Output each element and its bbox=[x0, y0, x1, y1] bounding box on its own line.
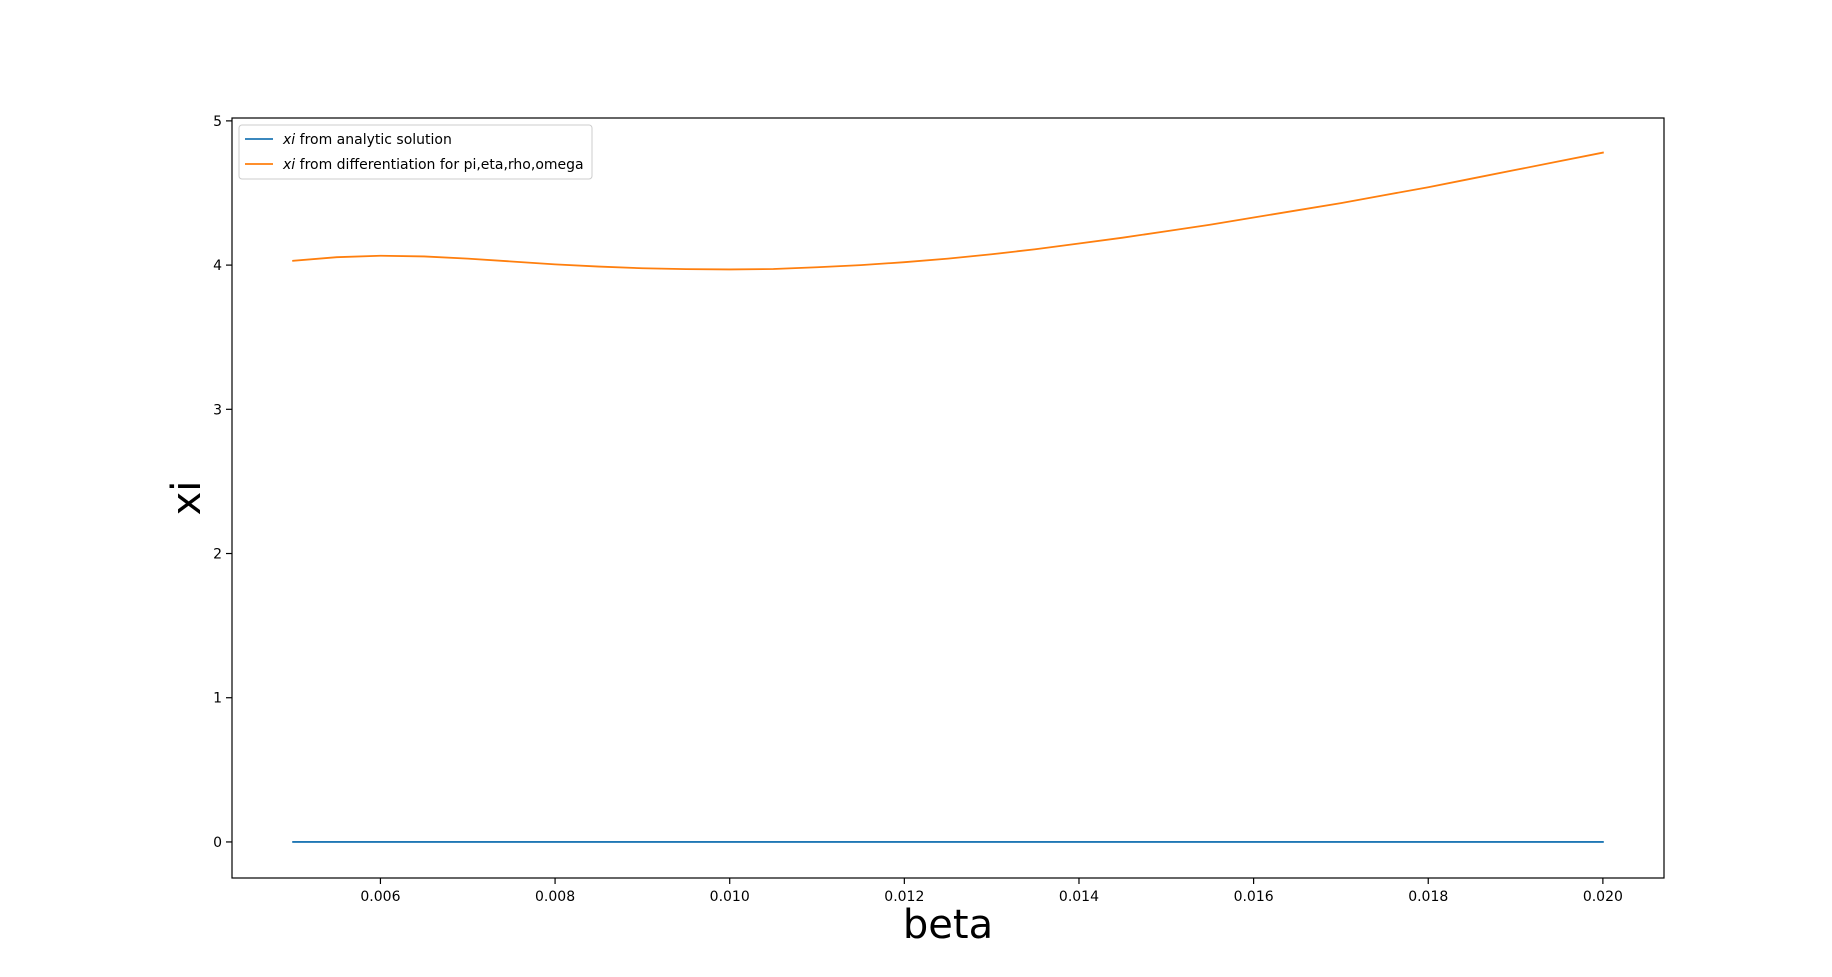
legend-box bbox=[238, 124, 593, 180]
x-tick-label: 0.008 bbox=[535, 889, 575, 905]
legend-math-symbol: xi bbox=[282, 132, 295, 148]
y-tick-label: 5 bbox=[213, 114, 222, 130]
legend-label-1: xi from differentiation for pi,eta,rho,o… bbox=[282, 157, 584, 173]
x-tick-label: 0.012 bbox=[884, 889, 924, 905]
y-tick-label: 2 bbox=[213, 547, 222, 563]
series-line-1 bbox=[292, 151, 1604, 271]
x-axis-title: beta bbox=[903, 902, 993, 948]
x-tick-label: 0.010 bbox=[710, 889, 750, 905]
series-layer bbox=[292, 151, 1604, 843]
x-tick-label: 0.018 bbox=[1408, 889, 1448, 905]
legend-label-text: from analytic solution bbox=[295, 132, 452, 148]
x-axis-ticks: 0.006 0.008 0.010 0.012 0.014 0.016 0.018 0.020 bbox=[360, 878, 1623, 905]
legend-math-symbol: xi bbox=[282, 157, 295, 173]
y-tick-label: 3 bbox=[213, 402, 222, 418]
x-tick-label: 0.016 bbox=[1234, 889, 1274, 905]
x-tick-label: 0.014 bbox=[1059, 889, 1099, 905]
y-tick-label: 4 bbox=[213, 258, 222, 274]
y-axis-ticks: 0 1 2 3 4 5 bbox=[213, 114, 232, 851]
legend-label-text: from differentiation for pi,eta,rho,omeg… bbox=[295, 157, 583, 173]
plot-frame bbox=[231, 117, 1665, 879]
x-tick-label: 0.006 bbox=[360, 889, 400, 905]
x-tick-label: 0.020 bbox=[1583, 889, 1623, 905]
y-tick-label: 0 bbox=[213, 835, 222, 851]
y-axis-title: xi bbox=[164, 481, 210, 516]
legend-label-0: xi from analytic solution bbox=[282, 132, 452, 148]
y-tick-label: 1 bbox=[213, 691, 222, 707]
